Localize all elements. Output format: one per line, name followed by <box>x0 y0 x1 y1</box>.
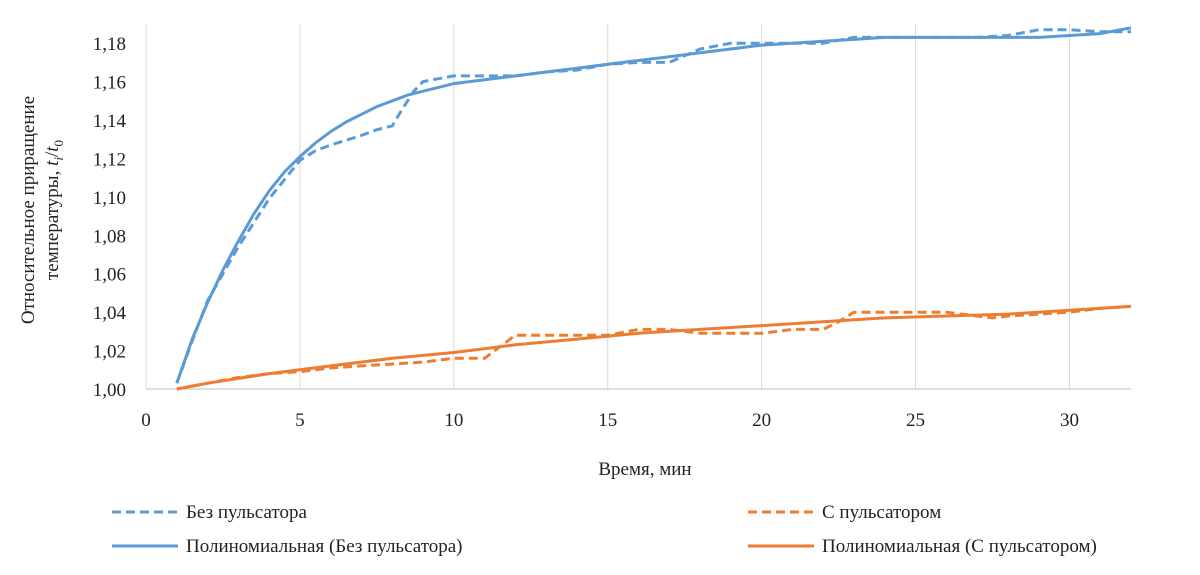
y-axis-title-sub-i: i <box>51 157 66 161</box>
y-tick-label: 1,02 <box>93 342 126 363</box>
x-tick-label: 25 <box>906 410 925 431</box>
y-tick-label: 1,14 <box>93 111 127 132</box>
legend-label-3: Полиномиальная (Без пульсатора) <box>186 536 463 557</box>
y-tick-label: 1,12 <box>93 149 126 170</box>
y-axis-title-line2: температуры, ti/t0 <box>42 140 66 280</box>
y-axis-title: Относительное приращение температуры, ti… <box>18 96 66 324</box>
series-layer <box>175 26 1132 391</box>
x-tick-label: 30 <box>1060 410 1079 431</box>
legend: Без пульсатора С пульсатором Полиномиальна… <box>112 502 1097 557</box>
y-axis-title-symbol-2: t <box>42 146 63 152</box>
x-tick-label: 20 <box>752 410 771 431</box>
y-tick-label: 1,08 <box>93 226 126 247</box>
y-tick-label: 1,10 <box>93 188 126 209</box>
series-line-4 <box>176 304 1132 391</box>
y-axis-title-text: температуры, <box>42 166 63 280</box>
y-axis-title-symbol: t <box>42 160 63 166</box>
y-tick-label: 1,06 <box>93 265 126 286</box>
y-axis-title-line1: Относительное приращение <box>18 96 39 324</box>
series-line-3 <box>175 26 1132 384</box>
y-tick-label: 1,00 <box>93 380 126 401</box>
x-tick-label: 10 <box>444 410 463 431</box>
legend-label-4: Полиномиальная (С пульсатором) <box>822 536 1097 557</box>
y-axis-title-slash: / <box>42 151 63 157</box>
x-tick-labels: 0 5 10 15 20 25 30 <box>141 410 1079 431</box>
x-tick-label: 15 <box>598 410 617 431</box>
y-tick-label: 1,04 <box>93 303 127 324</box>
y-tick-labels: 1,00 1,02 1,04 1,06 1,08 1,10 1,12 1,14 1,16 1,18 <box>93 34 127 401</box>
x-tick-label: 5 <box>295 410 305 431</box>
series-line-2 <box>176 304 1132 391</box>
y-tick-label: 1,18 <box>93 34 126 55</box>
legend-label-2: С пульсатором <box>822 502 941 523</box>
x-axis-title: Время, мин <box>598 459 691 480</box>
y-axis-title-sub-0: 0 <box>51 140 66 147</box>
legend-label-1: Без пульсатора <box>186 502 307 523</box>
y-tick-label: 1,16 <box>93 73 126 94</box>
x-tick-label: 0 <box>141 410 151 431</box>
series-line-1 <box>175 28 1131 384</box>
